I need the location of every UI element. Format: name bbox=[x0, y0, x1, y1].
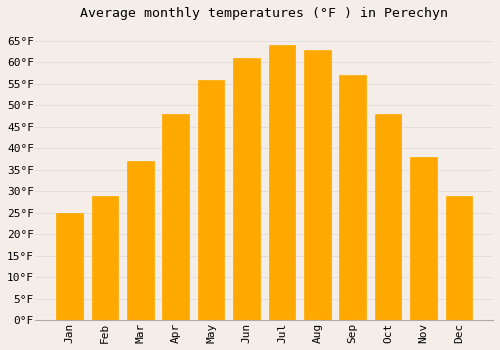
Bar bbox=[375, 114, 402, 320]
Bar bbox=[56, 213, 82, 320]
Bar bbox=[198, 79, 224, 320]
Bar bbox=[446, 196, 472, 320]
Bar bbox=[92, 196, 118, 320]
Bar bbox=[162, 114, 189, 320]
Bar bbox=[410, 157, 437, 320]
Bar bbox=[233, 58, 260, 320]
Bar bbox=[304, 49, 330, 320]
Bar bbox=[340, 75, 366, 320]
Bar bbox=[268, 45, 295, 320]
Bar bbox=[127, 161, 154, 320]
Title: Average monthly temperatures (°F ) in Perechyn: Average monthly temperatures (°F ) in Pe… bbox=[80, 7, 448, 20]
